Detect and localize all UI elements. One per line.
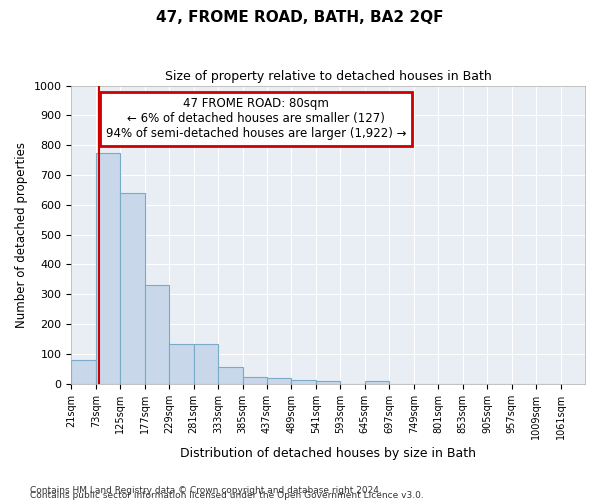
Bar — [267, 378, 292, 384]
Text: Contains public sector information licensed under the Open Government Licence v3: Contains public sector information licen… — [30, 491, 424, 500]
Text: 47 FROME ROAD: 80sqm
← 6% of detached houses are smaller (127)
94% of semi-detac: 47 FROME ROAD: 80sqm ← 6% of detached ho… — [106, 98, 406, 140]
Text: Contains HM Land Registry data © Crown copyright and database right 2024.: Contains HM Land Registry data © Crown c… — [30, 486, 382, 495]
Bar — [242, 377, 267, 384]
Bar — [120, 193, 145, 384]
Bar — [365, 380, 389, 384]
X-axis label: Distribution of detached houses by size in Bath: Distribution of detached houses by size … — [180, 447, 476, 460]
Bar — [292, 380, 316, 384]
Bar — [194, 344, 218, 384]
Bar — [169, 344, 194, 384]
Bar — [316, 382, 340, 384]
Bar — [145, 286, 169, 384]
Title: Size of property relative to detached houses in Bath: Size of property relative to detached ho… — [165, 70, 491, 83]
Bar — [96, 152, 120, 384]
Y-axis label: Number of detached properties: Number of detached properties — [15, 142, 28, 328]
Bar — [71, 360, 96, 384]
Bar — [218, 368, 242, 384]
Text: 47, FROME ROAD, BATH, BA2 2QF: 47, FROME ROAD, BATH, BA2 2QF — [156, 10, 444, 25]
